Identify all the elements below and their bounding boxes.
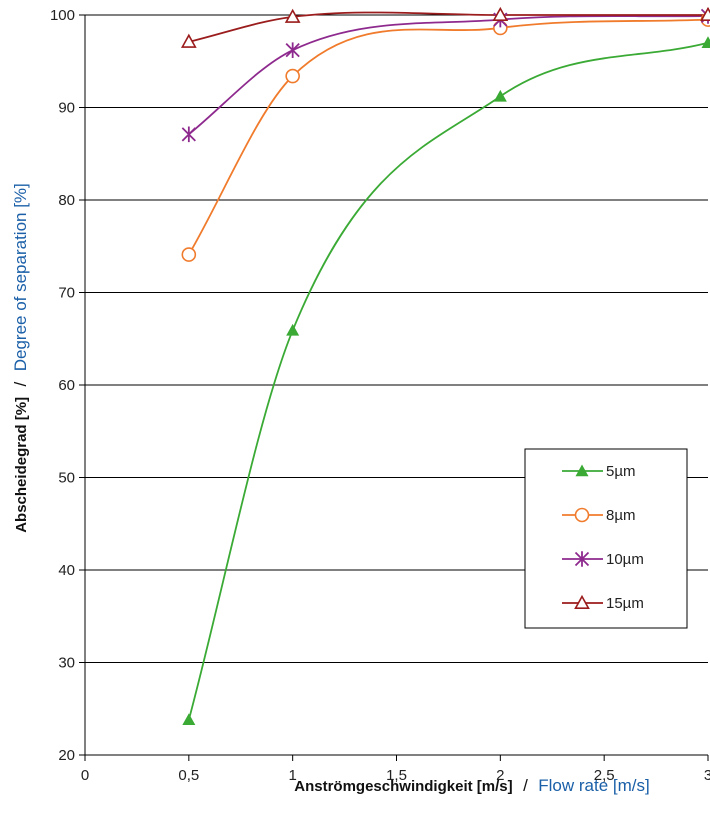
legend: 5µm 8µm 10µm 15µm — [525, 449, 687, 628]
y-tick-label: 70 — [58, 285, 75, 302]
data-point-0 — [494, 90, 507, 102]
data-point-0 — [182, 713, 195, 725]
data-point-2 — [286, 42, 299, 58]
series-line-2 — [189, 16, 708, 134]
x-axis-label-de: Anströmgeschwindigkeit [m/s] — [294, 778, 512, 795]
x-axis-label-en: Flow rate [m/s] — [538, 776, 649, 795]
data-point-1 — [182, 248, 195, 261]
legend-label: 5µm — [606, 463, 635, 480]
axes — [79, 15, 708, 761]
y-axis-label-en: Degree of separation [%] — [11, 183, 30, 371]
legend-label: 15µm — [606, 595, 644, 612]
x-tick-label: 0 — [81, 767, 89, 784]
data-point-0 — [702, 36, 710, 48]
y-tick-label: 90 — [58, 100, 75, 117]
y-tick-label: 50 — [58, 470, 75, 487]
legend-label: 10µm — [606, 551, 644, 568]
y-axis-label-sep: / — [11, 381, 30, 386]
x-axis-label: Anströmgeschwindigkeit [m/s] / Flow rate… — [294, 776, 649, 795]
y-tick-label: 20 — [58, 747, 75, 764]
y-axis-label-de: Abscheidegrad [%] — [13, 397, 30, 533]
data-point-0 — [286, 324, 299, 336]
legend-swatch-marker — [576, 509, 589, 522]
x-tick-label: 3 — [704, 767, 710, 784]
y-tick-label: 60 — [58, 377, 75, 394]
y-tick-label: 40 — [58, 562, 75, 579]
legend-label: 8µm — [606, 507, 635, 524]
y-axis-label: Abscheidegrad [%] / Degree of separation… — [11, 183, 30, 533]
data-point-1 — [286, 70, 299, 83]
x-tick-label: 0,5 — [178, 767, 199, 784]
x-axis-label-sep: / — [523, 776, 528, 795]
y-tick-label: 80 — [58, 192, 75, 209]
y-tick-label: 30 — [58, 655, 75, 672]
data-point-2 — [182, 127, 195, 143]
y-tick-label: 100 — [50, 7, 75, 24]
